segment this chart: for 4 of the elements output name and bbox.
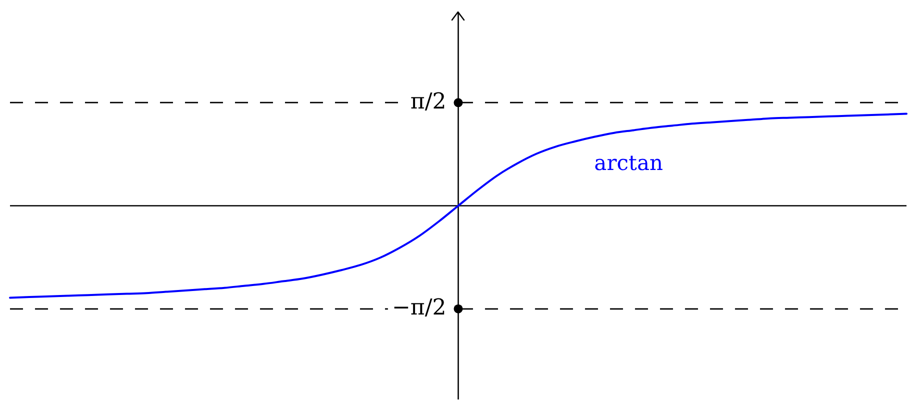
- y-tick-label: −π/2: [392, 296, 446, 321]
- series-label: arctan: [594, 151, 663, 176]
- y-tick-label: π/2: [410, 89, 446, 114]
- line-series: [9, 112, 908, 299]
